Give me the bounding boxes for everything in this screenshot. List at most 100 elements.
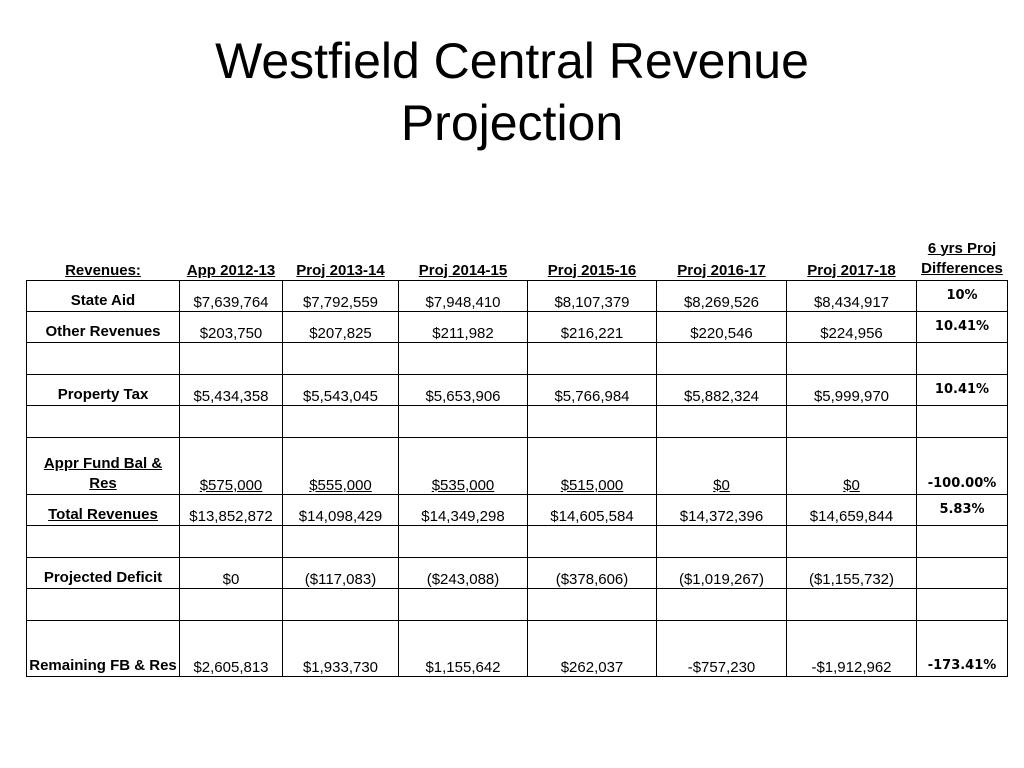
cell-difference: 10.41% — [916, 310, 1008, 343]
row-label — [26, 404, 180, 438]
header-proj-2016-17: Proj 2016-17 — [677, 261, 766, 279]
cell-value — [282, 524, 399, 558]
cell-value: $14,098,429 — [282, 493, 399, 526]
cell-value: $0 — [786, 436, 917, 495]
cell-difference — [916, 341, 1008, 375]
cell-value: $2,605,813 — [179, 619, 283, 677]
cell-difference — [916, 587, 1008, 621]
header-6yrs-proj-differences: 6 yrs Proj Differences — [921, 239, 1003, 277]
cell-value: -$1,912,962 — [786, 619, 917, 677]
cell-value: $14,349,298 — [398, 493, 528, 526]
cell-value: $575,000 — [179, 436, 283, 495]
cell-value: ($378,606) — [527, 556, 657, 589]
cell-value: $203,750 — [179, 310, 283, 343]
cell-difference: -100.00% — [916, 436, 1008, 495]
cell-value — [398, 404, 528, 438]
table-row: Appr Fund Bal & Res $575,000 $555,000 $5… — [26, 436, 1008, 495]
cell-value: $14,372,396 — [656, 493, 787, 526]
cell-value — [656, 404, 787, 438]
row-label: Other Revenues — [26, 310, 180, 343]
cell-value: $515,000 — [527, 436, 657, 495]
cell-value — [179, 341, 283, 375]
cell-value: $14,659,844 — [786, 493, 917, 526]
cell-value — [179, 524, 283, 558]
cell-value: $1,155,642 — [398, 619, 528, 677]
row-label — [26, 587, 180, 621]
cell-value: $207,825 — [282, 310, 399, 343]
cell-difference: 10.41% — [916, 373, 1008, 406]
row-label: State Aid — [26, 279, 180, 312]
table-row-blank — [26, 341, 1008, 375]
cell-value: $0 — [656, 436, 787, 495]
cell-value: ($117,083) — [282, 556, 399, 589]
cell-value — [786, 524, 917, 558]
cell-value — [786, 404, 917, 438]
table-row: Projected Deficit $0 ($117,083) ($243,08… — [26, 556, 1008, 589]
cell-value: ($1,155,732) — [786, 556, 917, 589]
cell-value: $211,982 — [398, 310, 528, 343]
cell-value — [282, 404, 399, 438]
header-proj-2015-16: Proj 2015-16 — [547, 261, 637, 279]
slide-title-line-2: Projection — [400, 95, 624, 151]
cell-value — [398, 341, 528, 375]
row-label — [26, 524, 180, 558]
cell-value: $555,000 — [282, 436, 399, 495]
cell-value — [398, 524, 528, 558]
cell-difference: 10% — [916, 279, 1008, 312]
row-label: Total Revenues — [26, 493, 180, 526]
table-row: Other Revenues $203,750 $207,825 $211,98… — [26, 310, 1008, 343]
cell-value: $1,933,730 — [282, 619, 399, 677]
slide-title: Westfield Central Revenue Projection — [0, 30, 1024, 154]
table-row-blank — [26, 587, 1008, 621]
cell-value — [786, 587, 917, 621]
cell-value: $7,639,764 — [179, 279, 283, 312]
cell-value: $7,792,559 — [282, 279, 399, 312]
cell-value: $5,434,358 — [179, 373, 283, 406]
cell-difference — [916, 556, 1008, 589]
row-label — [26, 341, 180, 375]
cell-value: $216,221 — [527, 310, 657, 343]
cell-value — [398, 587, 528, 621]
cell-value: $224,956 — [786, 310, 917, 343]
cell-value: $5,543,045 — [282, 373, 399, 406]
cell-value: ($243,088) — [398, 556, 528, 589]
cell-value: $0 — [179, 556, 283, 589]
row-label: Remaining FB & Res — [26, 619, 180, 677]
cell-value: -$757,230 — [656, 619, 787, 677]
cell-value — [656, 524, 787, 558]
cell-value — [527, 524, 657, 558]
cell-value: $13,852,872 — [179, 493, 283, 526]
cell-value: $5,999,970 — [786, 373, 917, 406]
cell-value: $14,605,584 — [527, 493, 657, 526]
table-row-blank — [26, 404, 1008, 438]
cell-value: $5,766,984 — [527, 373, 657, 406]
cell-value — [786, 341, 917, 375]
cell-value — [282, 587, 399, 621]
header-proj-2017-18: Proj 2017-18 — [807, 261, 896, 279]
cell-value: $5,653,906 — [398, 373, 528, 406]
table-header-row: Revenues: App 2012-13 Proj 2013-14 Proj … — [27, 214, 1008, 280]
cell-value — [179, 404, 283, 438]
cell-value — [282, 341, 399, 375]
cell-value — [656, 341, 787, 375]
table-row: Total Revenues $13,852,872 $14,098,429 $… — [26, 493, 1008, 526]
table-row: Remaining FB & Res $2,605,813 $1,933,730… — [26, 619, 1008, 677]
header-revenues: Revenues: — [65, 261, 141, 279]
cell-value: $8,434,917 — [786, 279, 917, 312]
cell-value: $5,882,324 — [656, 373, 787, 406]
row-label: Appr Fund Bal & Res — [26, 436, 180, 495]
revenue-projection-table: Revenues: App 2012-13 Proj 2013-14 Proj … — [26, 214, 1008, 677]
cell-value — [656, 587, 787, 621]
cell-value: $535,000 — [398, 436, 528, 495]
header-app-2012-13: App 2012-13 — [186, 261, 276, 279]
cell-difference: 5.83% — [916, 493, 1008, 526]
cell-difference: -173.41% — [916, 619, 1008, 677]
table-row: State Aid $7,639,764 $7,792,559 $7,948,4… — [26, 279, 1008, 312]
cell-value — [527, 587, 657, 621]
slide-title-line-1: Westfield Central Revenue — [215, 33, 809, 89]
cell-value: $8,107,379 — [527, 279, 657, 312]
cell-value — [527, 404, 657, 438]
cell-value: $7,948,410 — [398, 279, 528, 312]
cell-value: $8,269,526 — [656, 279, 787, 312]
cell-value — [527, 341, 657, 375]
